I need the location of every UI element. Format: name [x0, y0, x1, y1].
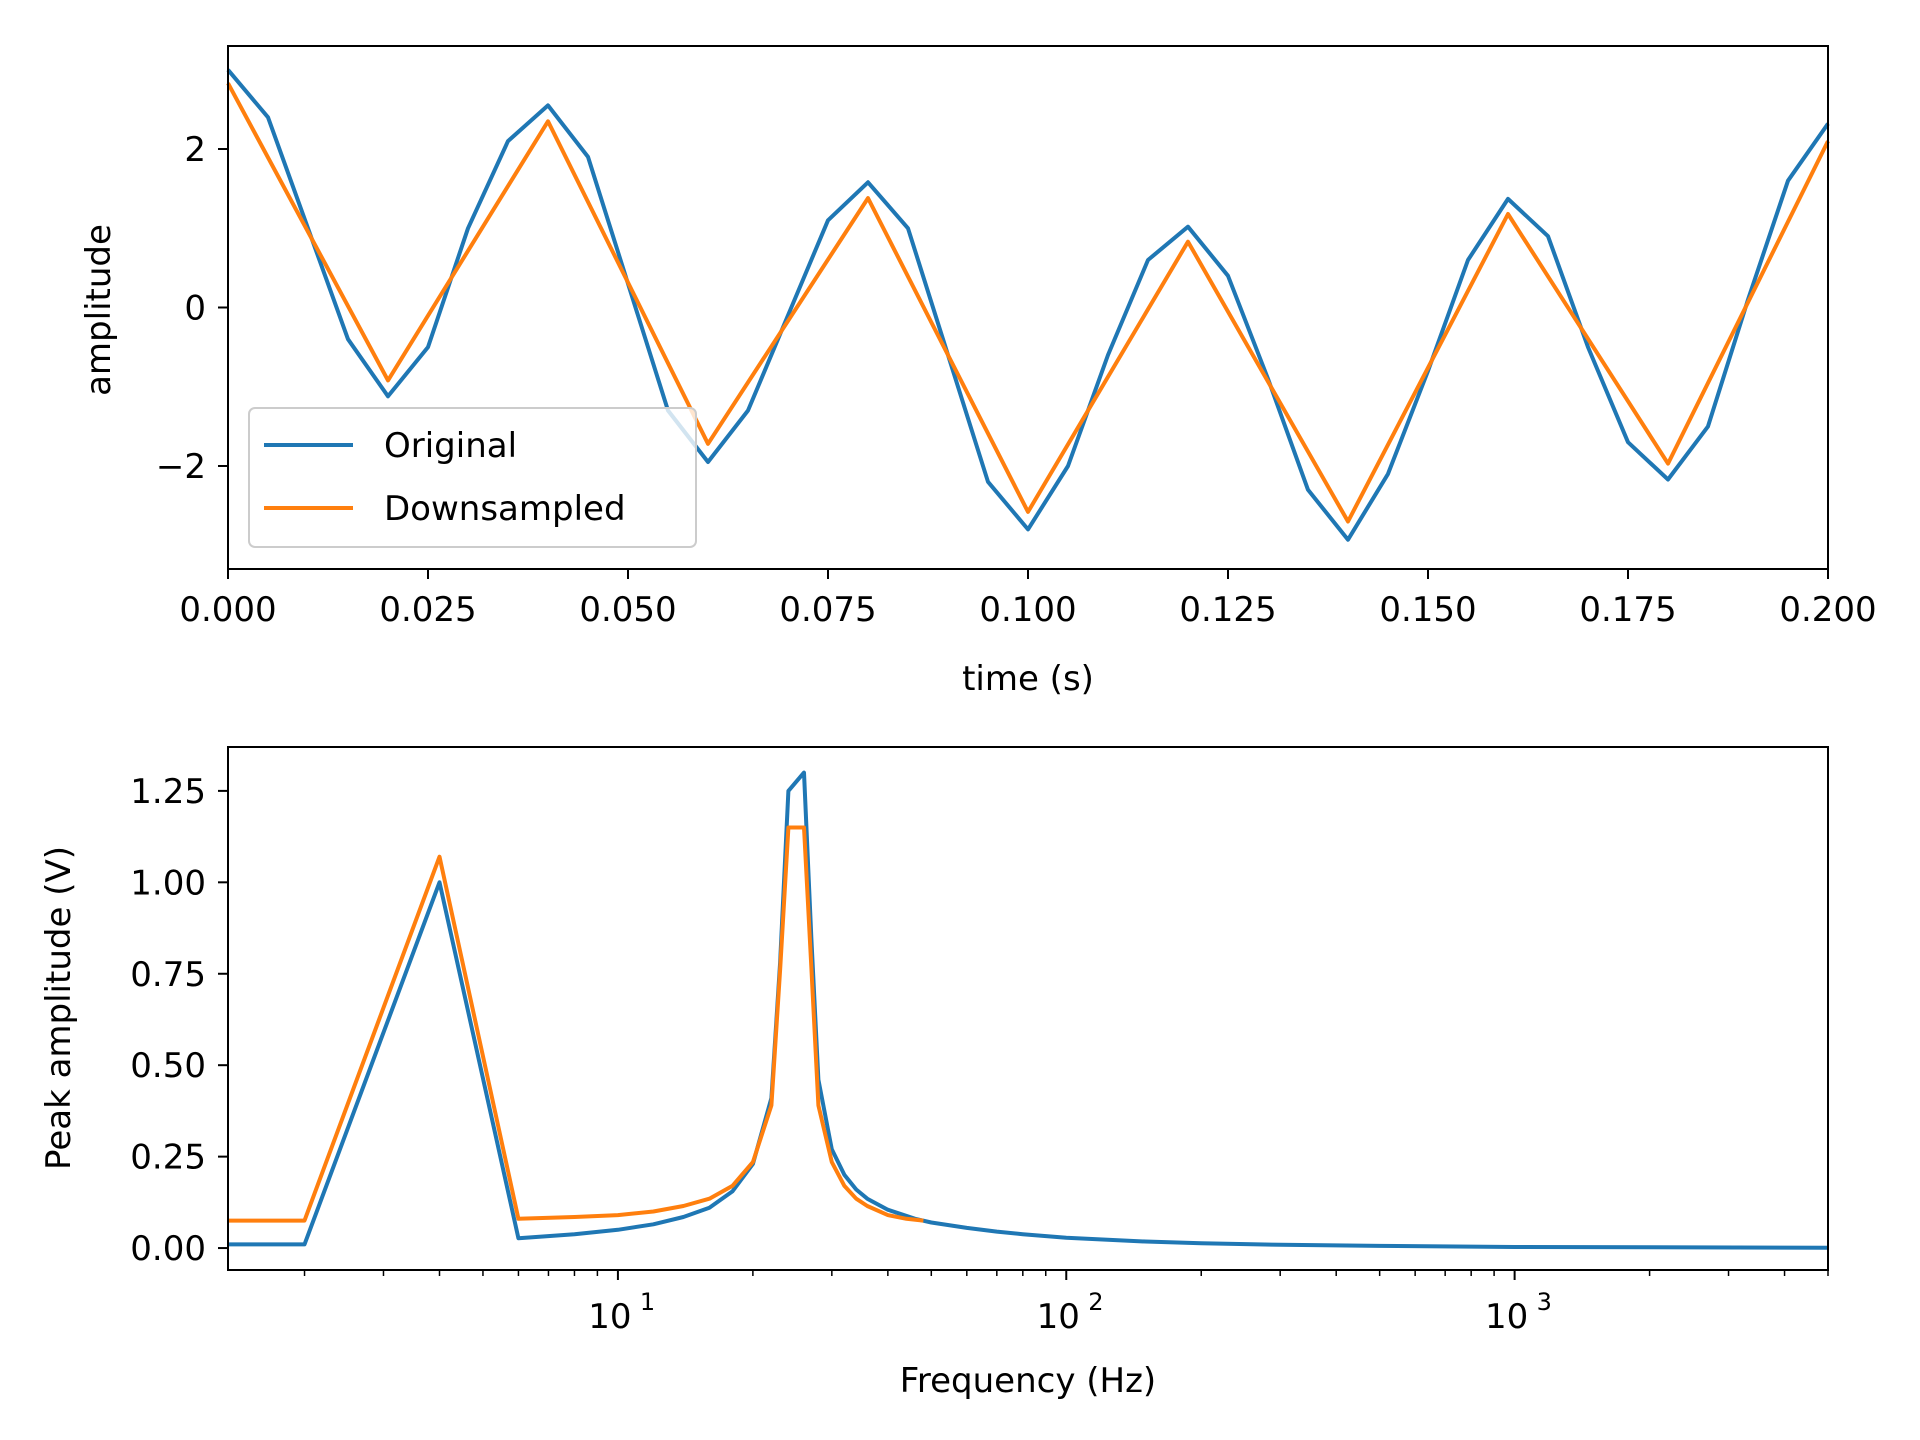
time-x-tick-label: 0.175: [1579, 590, 1676, 630]
legend-box: [248, 407, 697, 548]
frequency-x-tick-label: 10: [1485, 1297, 1528, 1337]
time-x-tick-label: 0.075: [779, 590, 876, 630]
time-x-ticks: 0.000 0.025 0.050 0.075 0.100 0.125 0.150 0.175…: [179, 569, 1877, 630]
frequency-x-tick-label: 10: [588, 1297, 631, 1337]
time-y-tick-label: −2: [156, 447, 206, 487]
legend-original-label: Original: [384, 426, 517, 466]
frequency-y-tick-label: 1.25: [130, 772, 206, 812]
frequency-x-axis-label: Frequency (Hz): [900, 1361, 1156, 1401]
time-x-tick-label: 0.200: [1779, 590, 1876, 630]
frequency-x-tick-exponent: 1: [640, 1288, 655, 1316]
frequency-series-downsampled-line: [228, 825, 924, 1223]
legend: Original Downsampled: [248, 407, 697, 548]
time-x-tick-label: 0.100: [979, 590, 1076, 630]
frequency-y-tick-label: 0.75: [130, 955, 206, 995]
time-series-downsampled-line: [226, 82, 1830, 524]
legend-downsampled-label: Downsampled: [384, 489, 626, 529]
frequency-y-ticks: 0.00 0.25 0.50 0.75 1.00 1.25: [130, 772, 228, 1269]
time-x-tick-label: 0.125: [1179, 590, 1276, 630]
frequency-y-axis-label: Peak amplitude (V): [39, 846, 79, 1170]
frequency-y-tick-label: 1.00: [130, 863, 206, 903]
time-series-original-line: [226, 68, 1830, 542]
time-x-tick-label: 0.000: [179, 590, 276, 630]
time-x-axis-label: time (s): [962, 659, 1094, 699]
time-x-tick-label: 0.025: [379, 590, 476, 630]
frequency-minor-ticks: [303, 1270, 1829, 1276]
frequency-x-tick-exponent: 2: [1088, 1288, 1103, 1316]
time-y-ticks: −2 0 2: [156, 130, 228, 487]
frequency-domain-panel: 10 1 10 2 10 3 0.00 0.25 0.50 0.75 1.00 1.25 Frequ…: [39, 746, 1829, 1401]
frequency-x-tick-label: 10: [1037, 1297, 1080, 1337]
time-plot-area: [226, 68, 1830, 542]
frequency-plot-area: [228, 770, 1829, 1250]
time-y-tick-label: 2: [184, 130, 206, 170]
time-y-axis-label: amplitude: [79, 224, 119, 396]
frequency-x-ticks: 10 1 10 2 10 3: [588, 1270, 1552, 1337]
frequency-x-tick-exponent: 3: [1537, 1288, 1552, 1316]
time-x-tick-label: 0.050: [579, 590, 676, 630]
time-x-tick-label: 0.150: [1379, 590, 1476, 630]
frequency-y-tick-label: 0.25: [130, 1138, 206, 1178]
frequency-y-tick-label: 0.50: [130, 1046, 206, 1086]
time-domain-panel: 0.000 0.025 0.050 0.075 0.100 0.125 0.150 0.175…: [79, 45, 1877, 699]
frequency-y-tick-label: 0.00: [130, 1229, 206, 1269]
time-y-tick-label: 0: [184, 289, 206, 329]
frequency-series-original-line: [228, 770, 1829, 1250]
frequency-axes-frame: [227, 746, 1829, 1271]
